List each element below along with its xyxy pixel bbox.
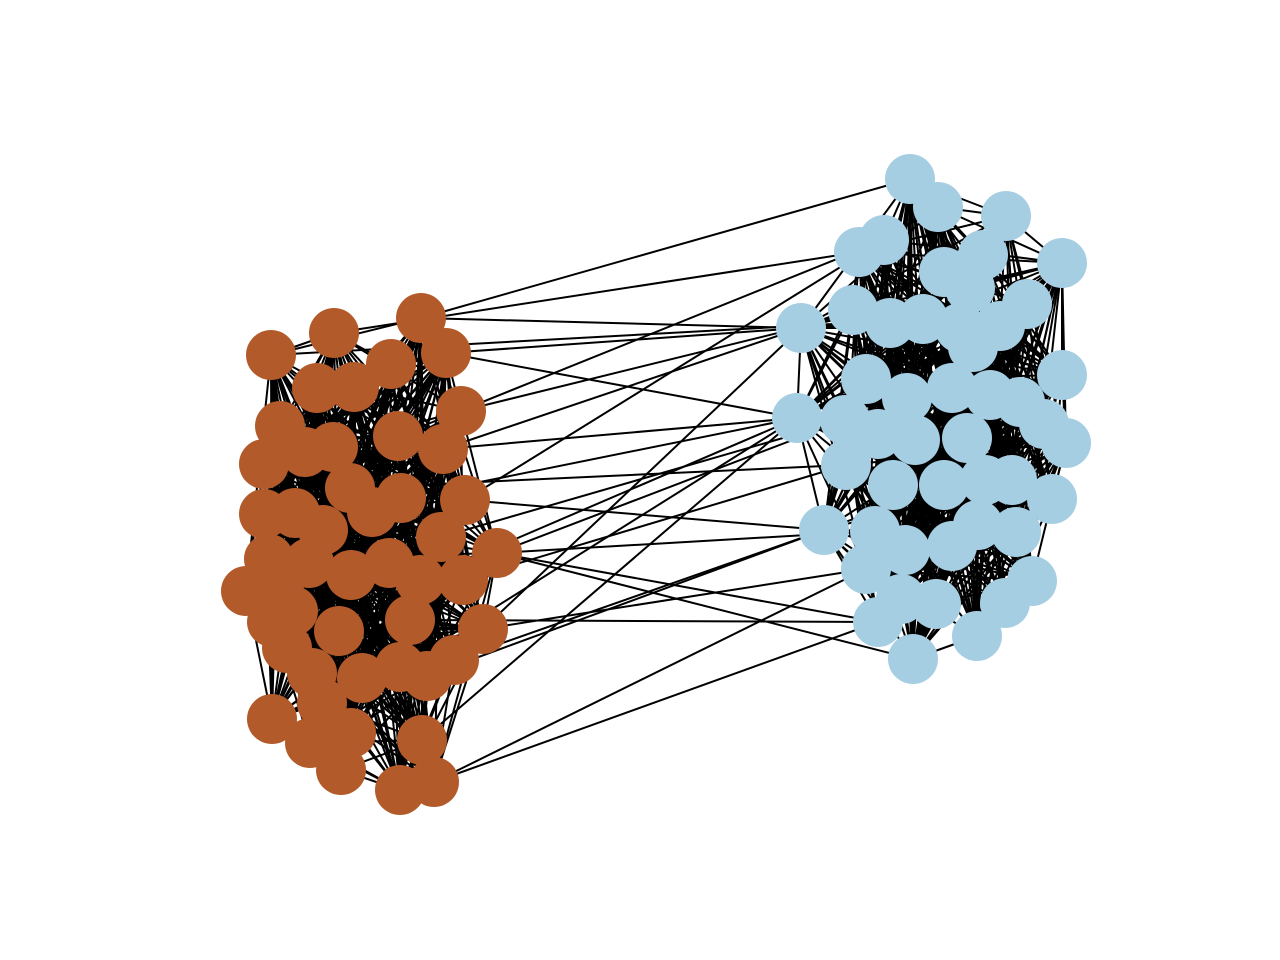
community-b-node-29 bbox=[821, 440, 871, 490]
community-a-node-9 bbox=[373, 411, 423, 461]
community-a-node-0 bbox=[396, 293, 446, 343]
community-b-node-30 bbox=[868, 460, 918, 510]
community-a-node-2 bbox=[246, 330, 296, 380]
community-b-node-2 bbox=[981, 191, 1031, 241]
community-a-node-44 bbox=[397, 715, 447, 765]
community-a-node-13 bbox=[239, 439, 289, 489]
community-a-node-49 bbox=[347, 487, 397, 537]
community-a-node-37 bbox=[337, 653, 387, 703]
community-b-node-49 bbox=[890, 415, 940, 465]
community-a-node-11 bbox=[418, 424, 468, 474]
community-b-node-27 bbox=[942, 413, 992, 463]
community-b-node-48 bbox=[888, 634, 938, 684]
community-b-node-18 bbox=[841, 354, 891, 404]
community-b-node-41 bbox=[841, 544, 891, 594]
inter-community-edge bbox=[433, 568, 867, 783]
community-b-node-37 bbox=[880, 525, 930, 575]
community-a-node-26 bbox=[395, 555, 445, 605]
community-a-node-4 bbox=[366, 339, 416, 389]
community-a-node-27 bbox=[438, 555, 488, 605]
inter-community-edge bbox=[442, 417, 798, 450]
inter-community-edge bbox=[442, 327, 802, 450]
community-b-node-45 bbox=[980, 578, 1030, 628]
community-a-node-48 bbox=[257, 575, 307, 625]
community-a-node-25 bbox=[326, 550, 376, 600]
inter-community-edge bbox=[464, 239, 885, 501]
community-b-node-31 bbox=[919, 460, 969, 510]
community-a-node-20 bbox=[416, 512, 466, 562]
inter-community-edge bbox=[482, 568, 867, 630]
community-b-node-43 bbox=[911, 579, 961, 629]
community-b-node-28 bbox=[1041, 418, 1091, 468]
community-a-node-12 bbox=[280, 427, 330, 477]
community-b-node-8 bbox=[945, 263, 995, 313]
community-a-node-7 bbox=[436, 386, 486, 436]
community-b-node-46 bbox=[853, 597, 903, 647]
community-b-node-4 bbox=[834, 227, 884, 277]
community-b-node-33 bbox=[987, 455, 1037, 505]
community-a-node-30 bbox=[385, 595, 435, 645]
community-a-node-40 bbox=[247, 694, 297, 744]
community-a-node-5 bbox=[292, 363, 342, 413]
inter-community-edge bbox=[464, 499, 825, 531]
inter-community-edge bbox=[445, 352, 798, 419]
community-a-node-32 bbox=[314, 606, 364, 656]
community-b-node-6 bbox=[1037, 238, 1087, 288]
inter-community-edge bbox=[445, 327, 802, 354]
intra-edge-community-b bbox=[1015, 374, 1063, 533]
community-b-node-25 bbox=[853, 409, 903, 459]
intra-edge-community-b bbox=[823, 529, 914, 660]
community-b-node-35 bbox=[799, 505, 849, 555]
community-b-node-16 bbox=[948, 322, 998, 372]
graph-nodes bbox=[221, 154, 1091, 815]
intra-edge-community-a bbox=[445, 352, 498, 554]
inter-community-edge bbox=[420, 317, 802, 329]
inter-community-edge bbox=[496, 552, 879, 623]
intra-edge-community-b bbox=[912, 531, 1017, 660]
community-a-node-45 bbox=[316, 745, 366, 795]
inter-community-edge bbox=[496, 419, 846, 554]
community-b-node-47 bbox=[952, 611, 1002, 661]
inter-community-edge bbox=[462, 464, 847, 581]
community-a-node-16 bbox=[440, 475, 490, 525]
inter-community-edge bbox=[433, 621, 879, 783]
community-a-node-6 bbox=[329, 362, 379, 412]
community-b-node-39 bbox=[953, 500, 1003, 550]
community-b-node-19 bbox=[882, 373, 932, 423]
community-b-node-23 bbox=[772, 393, 822, 443]
inter-community-edge bbox=[349, 464, 847, 489]
community-a-node-21 bbox=[472, 528, 522, 578]
community-b-node-11 bbox=[776, 303, 826, 353]
community-b-node-34 bbox=[1027, 474, 1077, 524]
community-a-node-1 bbox=[309, 308, 359, 358]
intra-edge-community-b bbox=[914, 439, 937, 605]
community-a-node-47 bbox=[375, 765, 425, 815]
inter-community-edge bbox=[496, 552, 914, 660]
community-b-node-40 bbox=[991, 507, 1041, 557]
community-b-node-20 bbox=[927, 363, 977, 413]
community-b-node-1 bbox=[913, 182, 963, 232]
inter-community-edge bbox=[421, 417, 798, 741]
inter-community-edge bbox=[453, 529, 825, 661]
inter-community-edge bbox=[420, 178, 911, 319]
community-a-node-3 bbox=[421, 328, 471, 378]
community-a-node-39 bbox=[429, 635, 479, 685]
community-a-node-23 bbox=[284, 538, 334, 588]
community-b-node-17 bbox=[1037, 350, 1087, 400]
inter-community-edge bbox=[482, 327, 802, 630]
